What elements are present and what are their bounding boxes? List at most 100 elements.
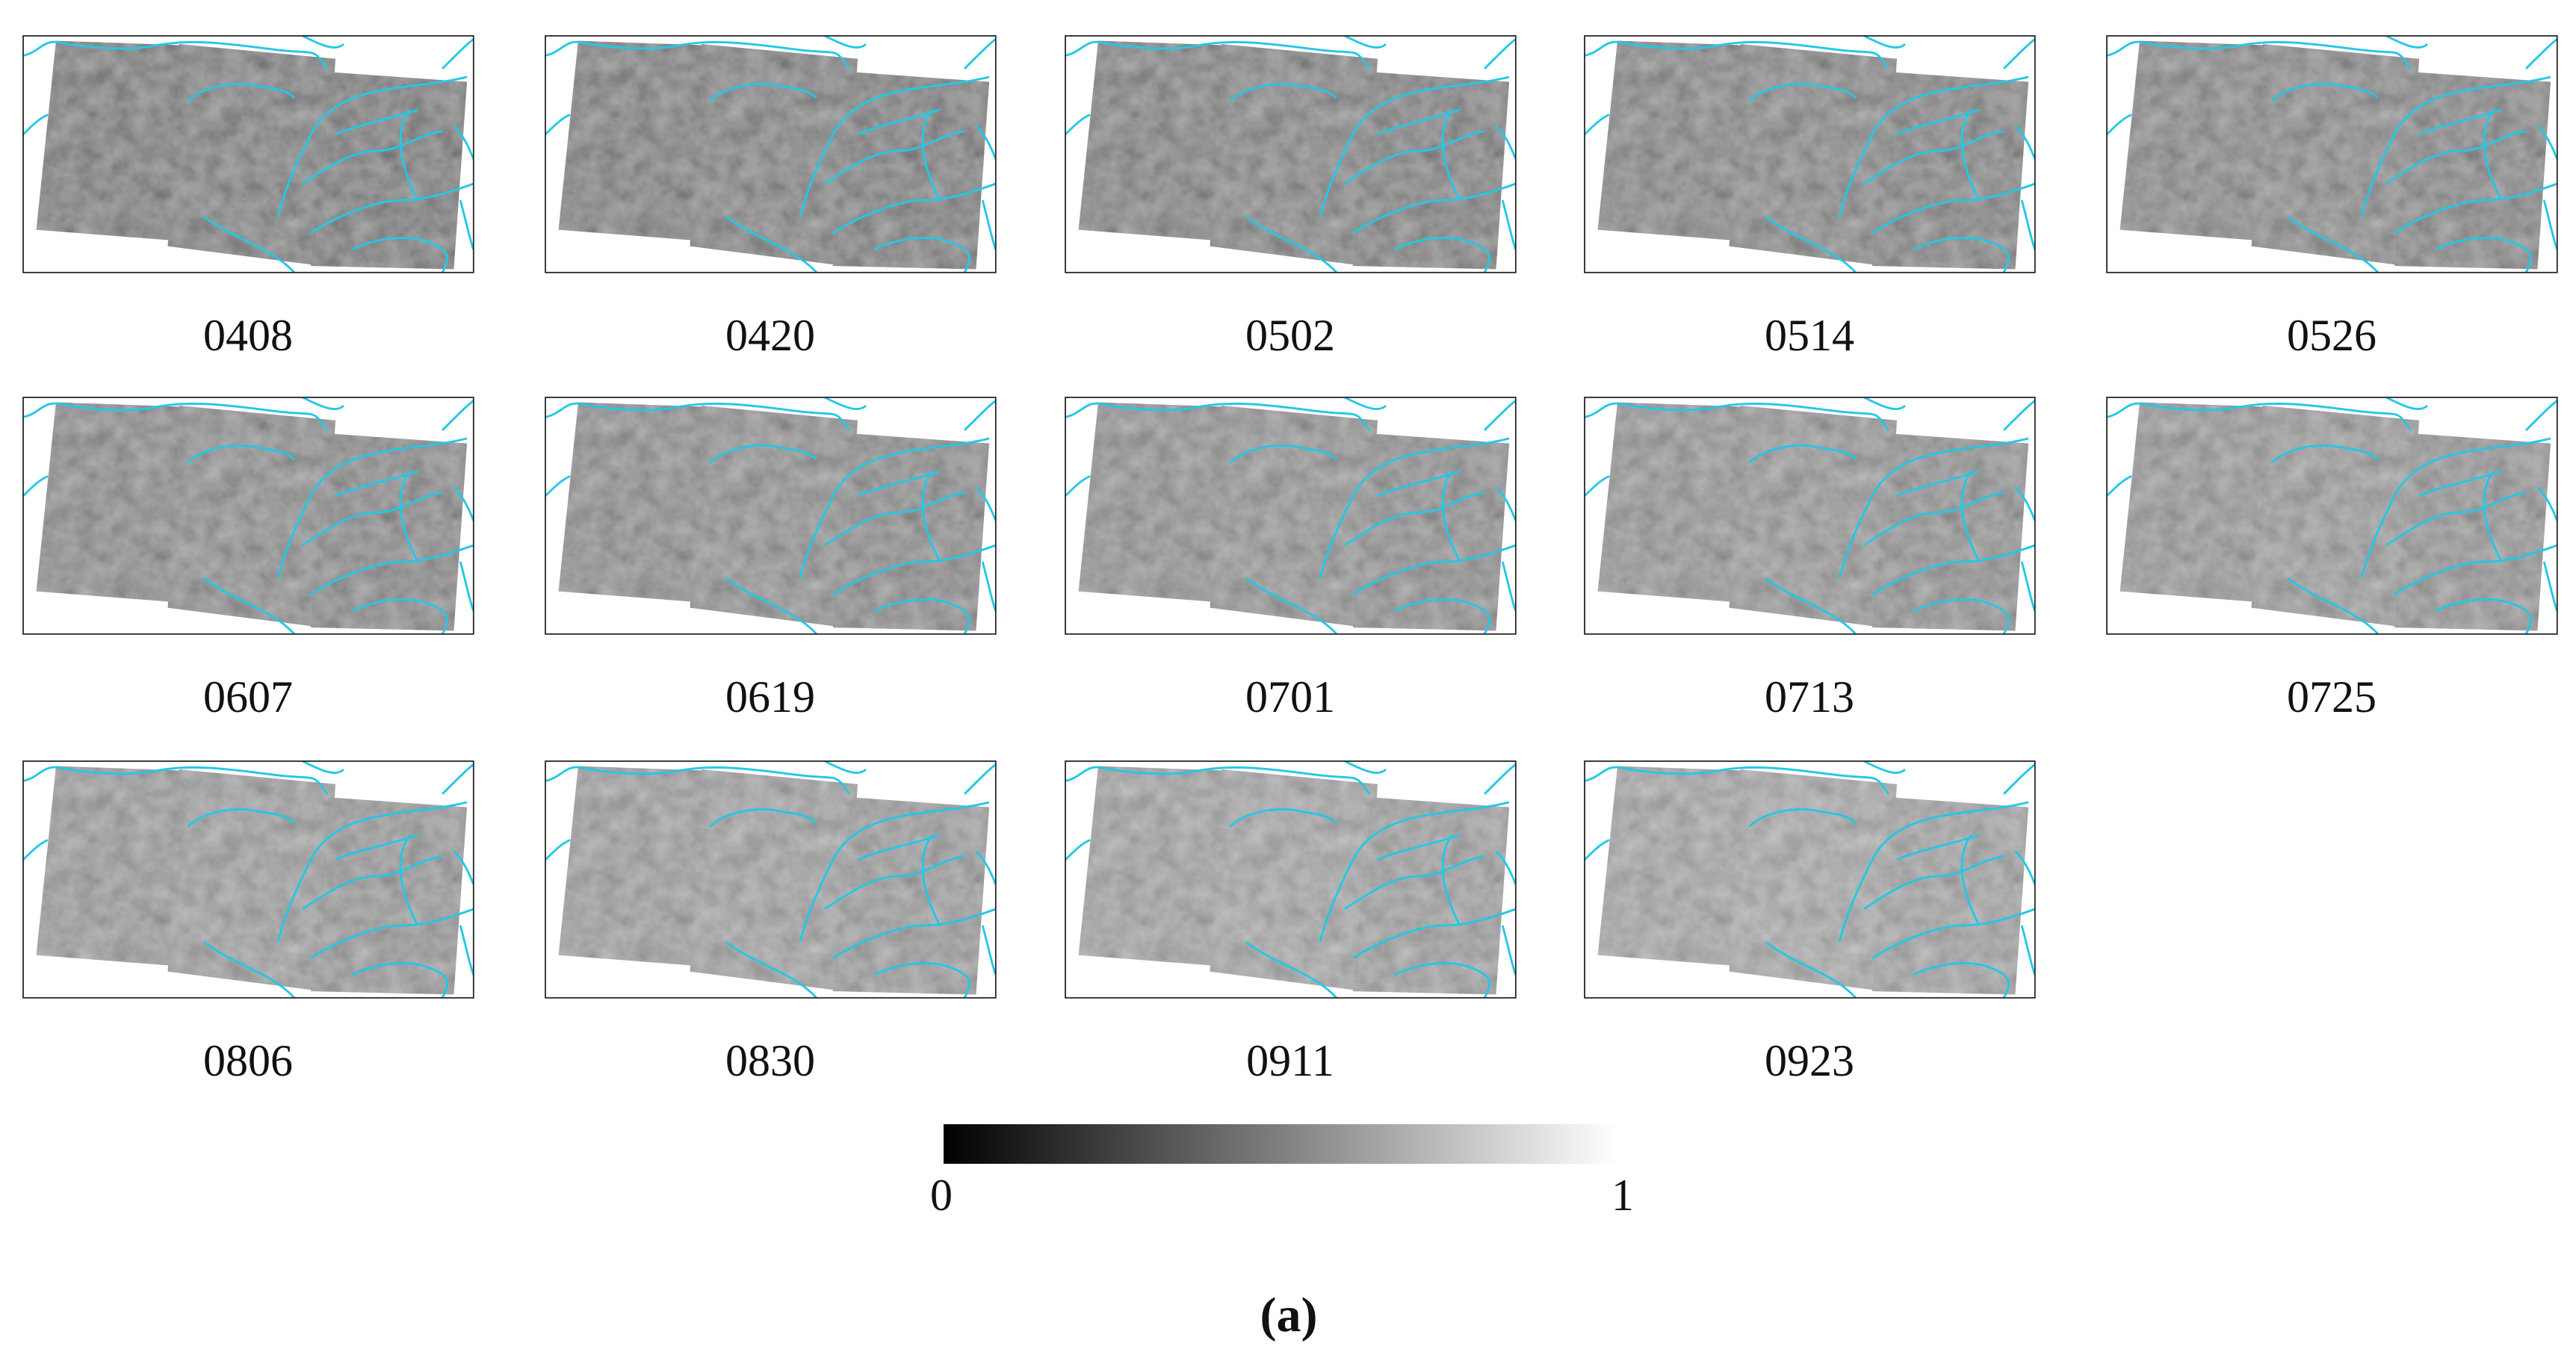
image-mosaic	[1597, 766, 2028, 995]
image-strip	[690, 406, 858, 627]
panel-label: 0408	[203, 311, 293, 360]
panel-frame	[1065, 397, 1517, 635]
panel-label: 0713	[1765, 672, 1854, 722]
image-strip	[311, 433, 467, 631]
image-strip	[2251, 44, 2419, 266]
image-mosaic	[558, 402, 989, 631]
image-strip	[2120, 40, 2279, 241]
image-strip	[1210, 406, 1378, 627]
image-strip	[167, 44, 335, 266]
image-strip	[36, 766, 196, 967]
panel-frame	[22, 397, 474, 635]
map-panel	[545, 397, 997, 635]
map-panel	[1584, 397, 2036, 635]
panel-frame	[22, 35, 474, 273]
map-panel	[22, 35, 474, 273]
panel-frame	[1584, 760, 2036, 999]
image-strip	[1597, 40, 1757, 241]
map-panel	[1584, 35, 2036, 273]
image-mosaic	[2120, 40, 2551, 270]
map-panel	[545, 760, 997, 999]
image-strip	[690, 44, 858, 266]
image-strip	[1872, 433, 2028, 631]
map-panel	[1584, 760, 2036, 999]
map-panel	[1065, 397, 1517, 635]
panel-frame	[545, 397, 997, 635]
image-mosaic	[36, 40, 467, 270]
image-strip	[1872, 797, 2028, 995]
image-strip	[1210, 44, 1378, 266]
image-strip	[1729, 406, 1897, 627]
panel-label: 0619	[725, 672, 815, 722]
panel-frame	[545, 35, 997, 273]
panel-label: 0830	[725, 1036, 815, 1085]
map-panel	[545, 35, 997, 273]
colorbar-max-label: 1	[1611, 1171, 1634, 1220]
panel-frame	[2106, 397, 2558, 635]
image-mosaic	[1597, 40, 2028, 270]
image-mosaic	[36, 402, 467, 631]
image-strip	[1353, 72, 1509, 270]
image-strip	[2394, 433, 2551, 631]
image-mosaic	[2120, 402, 2551, 631]
image-strip	[36, 40, 196, 241]
image-mosaic	[1597, 402, 2028, 631]
panel-label: 0420	[725, 311, 815, 360]
image-strip	[1078, 402, 1238, 603]
image-strip	[558, 402, 718, 603]
panel-label: 0514	[1765, 311, 1854, 360]
image-strip	[1078, 40, 1238, 241]
image-strip	[1597, 766, 1757, 967]
map-panel	[22, 397, 474, 635]
panel-grid: 0408 0420 0502 0514 0526 0607 0619 0701 0713 0725…	[22, 35, 2558, 1085]
image-strip	[311, 72, 467, 270]
panel-frame	[22, 760, 474, 999]
map-panel	[22, 760, 474, 999]
image-strip	[36, 402, 196, 603]
image-strip	[833, 433, 989, 631]
map-panel	[2106, 35, 2558, 273]
map-panel	[2106, 397, 2558, 635]
image-strip	[311, 797, 467, 995]
panel-label: 0701	[1245, 672, 1335, 722]
colorbar-min-label: 0	[930, 1171, 953, 1220]
image-strip	[558, 766, 718, 967]
panel-label: 0526	[2287, 311, 2377, 360]
image-strip	[1353, 797, 1509, 995]
panel-label: 0806	[203, 1036, 293, 1085]
panel-label: 0502	[1245, 311, 1335, 360]
image-strip	[1872, 72, 2028, 270]
image-mosaic	[1078, 766, 1509, 995]
panel-frame	[1065, 760, 1517, 999]
colorbar	[944, 1124, 1617, 1164]
image-strip	[1210, 769, 1378, 991]
image-strip	[167, 769, 335, 991]
image-strip	[833, 797, 989, 995]
image-strip	[1078, 766, 1238, 967]
panel-label: 0725	[2287, 672, 2377, 722]
image-strip	[558, 40, 718, 241]
image-strip	[690, 769, 858, 991]
panel-frame	[545, 760, 997, 999]
image-strip	[833, 72, 989, 270]
panel-label: 0923	[1765, 1036, 1854, 1085]
image-mosaic	[36, 766, 467, 995]
map-panel	[1065, 35, 1517, 273]
image-strip	[1597, 402, 1757, 603]
image-strip	[2394, 72, 2551, 270]
image-strip	[1729, 44, 1897, 266]
map-panel	[1065, 760, 1517, 999]
panel-frame	[2106, 35, 2558, 273]
image-strip	[2120, 402, 2279, 603]
caption: (a)	[1260, 1288, 1318, 1342]
panel-frame	[1065, 35, 1517, 273]
image-strip	[2251, 406, 2419, 627]
image-mosaic	[558, 40, 989, 270]
panel-frame	[1584, 35, 2036, 273]
image-mosaic	[558, 766, 989, 995]
image-mosaic	[1078, 40, 1509, 270]
panel-label: 0911	[1246, 1036, 1334, 1085]
panel-label: 0607	[203, 672, 293, 722]
image-strip	[1729, 769, 1897, 991]
